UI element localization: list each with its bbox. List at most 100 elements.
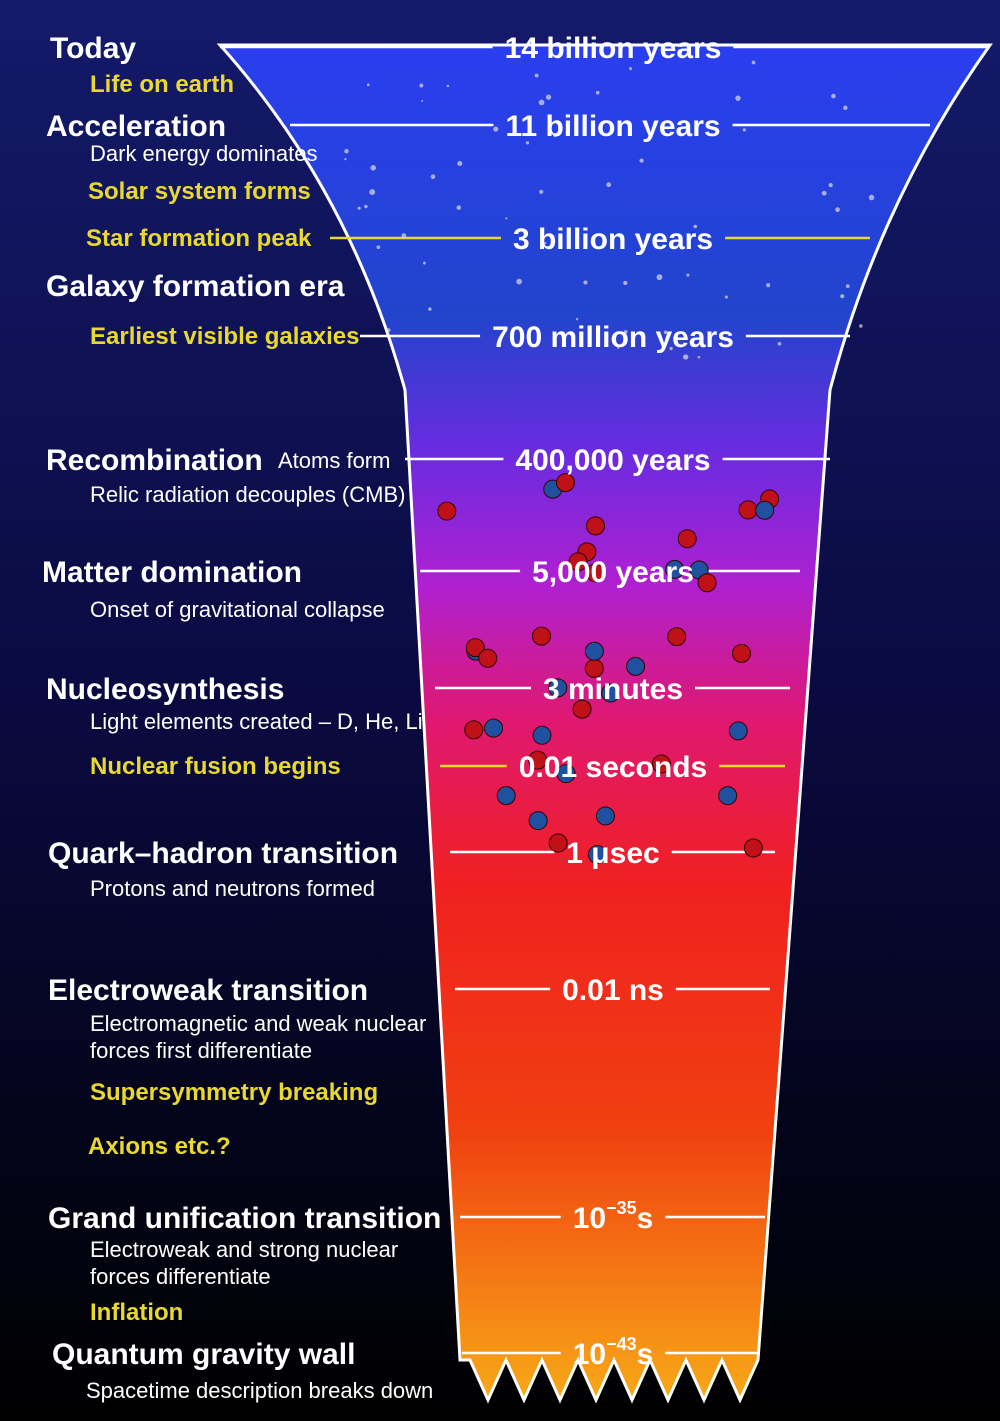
particle <box>718 786 738 806</box>
epoch-note: Relic radiation decouples (CMB) <box>90 482 405 507</box>
particle <box>548 833 568 853</box>
star <box>547 125 550 129</box>
event: Star formation peak <box>86 225 312 252</box>
star <box>606 182 612 188</box>
time-exponent: −35 <box>606 1198 637 1218</box>
event: Inflation <box>90 1299 183 1326</box>
time-label: 10−43s <box>573 1334 654 1371</box>
time-exponent: −43 <box>606 1334 637 1354</box>
event: Solar system forms <box>88 178 311 205</box>
star <box>421 99 424 102</box>
star <box>457 161 463 166</box>
star <box>423 261 426 265</box>
star <box>697 355 701 359</box>
epoch-title: Recombination <box>46 444 263 477</box>
star <box>835 207 840 213</box>
event: Nuclear fusion begins <box>90 753 341 780</box>
particle <box>731 643 751 663</box>
epoch-title: Today <box>50 32 136 65</box>
star <box>639 158 644 163</box>
star <box>595 90 600 95</box>
time-unit: s <box>637 1202 654 1235</box>
particle <box>677 529 697 549</box>
star <box>538 99 545 106</box>
particle <box>587 845 607 865</box>
star <box>724 295 728 299</box>
epoch-note: forces differentiate <box>90 1264 271 1289</box>
star <box>583 280 588 285</box>
particle <box>465 638 485 658</box>
particle <box>755 500 775 520</box>
star <box>831 93 836 99</box>
time-label: 3 billion years <box>513 223 713 256</box>
star <box>364 204 368 209</box>
star <box>821 190 827 196</box>
particle <box>585 563 605 583</box>
particle <box>584 641 604 661</box>
star <box>430 174 436 180</box>
star <box>505 217 508 220</box>
particle <box>528 750 548 770</box>
particle <box>743 838 763 858</box>
particle <box>601 683 621 703</box>
time-base: 10 <box>573 1202 606 1235</box>
particle <box>464 720 484 740</box>
star <box>629 67 633 71</box>
star <box>534 73 539 78</box>
epoch-note: Spacetime description breaks down <box>86 1378 433 1403</box>
epoch-note: Light elements created – D, He, Li <box>90 709 423 734</box>
event: Axions etc.? <box>88 1133 231 1160</box>
star <box>493 126 499 132</box>
time-label: 0.01 ns <box>562 974 664 1007</box>
epoch-note: Atoms form <box>278 448 390 473</box>
particle <box>532 725 552 745</box>
particle <box>728 721 748 741</box>
star <box>840 294 845 299</box>
star <box>516 278 523 285</box>
epoch-title: Electroweak transition <box>48 974 368 1007</box>
epoch-title: Quark–hadron transition <box>48 837 398 870</box>
epoch-note: Electroweak and strong nuclear <box>90 1237 398 1262</box>
particle <box>667 627 687 647</box>
epoch-note: forces first differentiate <box>90 1038 312 1063</box>
time-label: 400,000 years <box>515 444 710 477</box>
particle <box>572 699 592 719</box>
particle <box>548 678 568 698</box>
epoch-note: Electromagnetic and weak nuclear <box>90 1011 426 1036</box>
particle <box>651 754 671 774</box>
epoch-title: Acceleration <box>46 110 226 143</box>
event: Supersymmetry breaking <box>90 1079 378 1106</box>
star <box>859 324 863 328</box>
epoch-note: Protons and neutrons formed <box>90 876 375 901</box>
star <box>742 128 746 132</box>
star <box>386 328 391 332</box>
star <box>525 141 530 145</box>
star <box>623 329 628 334</box>
star <box>683 354 689 360</box>
particle <box>437 501 457 521</box>
star <box>428 307 432 311</box>
time-label: 11 billion years <box>505 110 720 143</box>
time-base: 10 <box>573 1338 606 1371</box>
time-label: 0.01 seconds <box>519 751 707 784</box>
epoch-title: Matter domination <box>42 556 302 589</box>
time-label: 700 million years <box>492 321 734 354</box>
star <box>419 83 424 88</box>
time-label: 1 μsec <box>566 837 659 870</box>
star <box>669 346 673 351</box>
star <box>735 95 741 101</box>
star <box>843 105 848 111</box>
star <box>401 233 407 239</box>
star <box>868 194 875 201</box>
particle <box>484 718 504 738</box>
particle <box>478 648 498 668</box>
star <box>344 158 347 161</box>
particle <box>626 656 646 676</box>
event: Life on earth <box>90 71 234 98</box>
particle <box>738 500 758 520</box>
particle <box>496 786 516 806</box>
star <box>777 341 782 346</box>
star <box>357 206 361 210</box>
time-unit: s <box>637 1338 654 1371</box>
